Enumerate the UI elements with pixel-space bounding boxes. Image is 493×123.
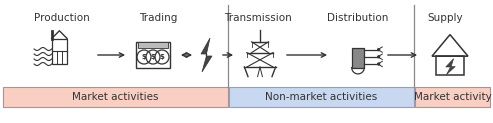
Text: Supply: Supply [427,13,463,23]
Text: $: $ [160,54,165,60]
Text: Trading: Trading [139,13,177,23]
Bar [415,87,490,107]
Polygon shape [446,59,455,75]
Circle shape [378,63,380,65]
Text: $: $ [141,54,146,60]
Polygon shape [138,42,168,48]
Text: Market activity: Market activity [414,92,492,102]
Text: Market activities: Market activities [72,92,159,102]
Polygon shape [201,38,212,72]
Text: Transmission: Transmission [224,13,292,23]
Circle shape [378,56,380,58]
Text: $: $ [150,54,155,60]
Text: Production: Production [34,13,90,23]
Bar [229,87,414,107]
Polygon shape [352,48,364,68]
Circle shape [378,48,380,51]
Text: Non-market activities: Non-market activities [265,92,378,102]
Text: Distribution: Distribution [327,13,388,23]
Bar [3,87,228,107]
